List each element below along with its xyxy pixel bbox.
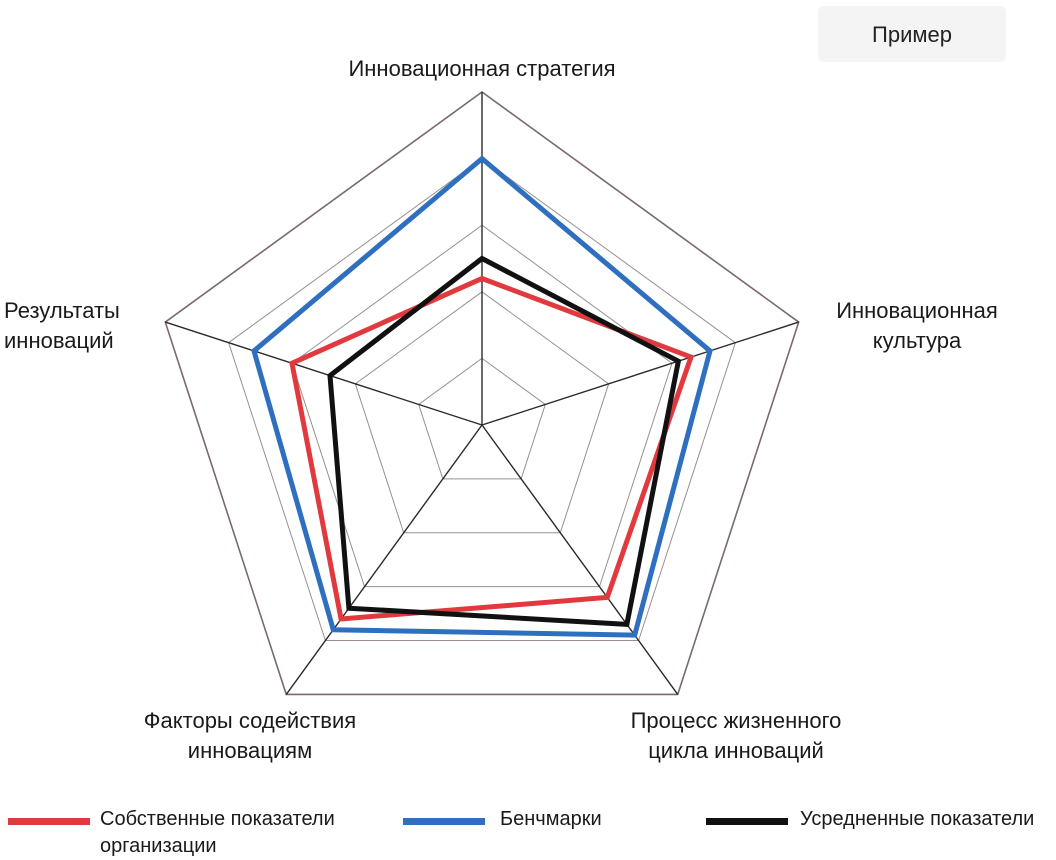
legend-swatch-average	[706, 818, 788, 825]
radar-series	[251, 155, 713, 638]
axis-spoke-4	[285, 424, 483, 695]
legend-label-benchmark: Бенчмарки	[500, 808, 602, 830]
grid-ring-5	[164, 91, 800, 696]
grid-ring-2	[354, 291, 610, 534]
legend-swatch-own	[8, 818, 90, 825]
radar-chart	[164, 91, 800, 696]
axis-label-strategy: Инновационная стратегия	[348, 56, 616, 81]
grid-ring-4	[228, 157, 736, 642]
axis-label-enablers: Факторы содействия инновациям	[143, 708, 357, 763]
chart-legend: Собственные показатели организации Бенчм…	[0, 806, 1056, 860]
series-line-benchmark	[251, 155, 713, 638]
axis-label-lifecycle: Процесс жизненного цикла инноваций	[630, 708, 842, 763]
radar-grid	[164, 91, 800, 696]
grid-ring-1	[418, 357, 546, 480]
axis-spoke-2	[481, 321, 799, 426]
legend-swatch-benchmark	[403, 818, 485, 825]
axis-spoke-3	[481, 424, 679, 695]
axis-spoke-5	[165, 321, 483, 426]
legend-label-average: Усредненные показатели	[800, 808, 1035, 830]
series-line-own	[289, 275, 695, 622]
example-badge-label: Пример	[872, 22, 952, 47]
legend-label-own: Собственные показатели организации	[100, 808, 335, 857]
series-line-average	[327, 255, 682, 627]
axis-label-results: Результаты инноваций	[4, 298, 120, 353]
example-badge: Пример	[818, 6, 1006, 62]
axis-label-culture: Инновационная культура	[836, 298, 998, 353]
